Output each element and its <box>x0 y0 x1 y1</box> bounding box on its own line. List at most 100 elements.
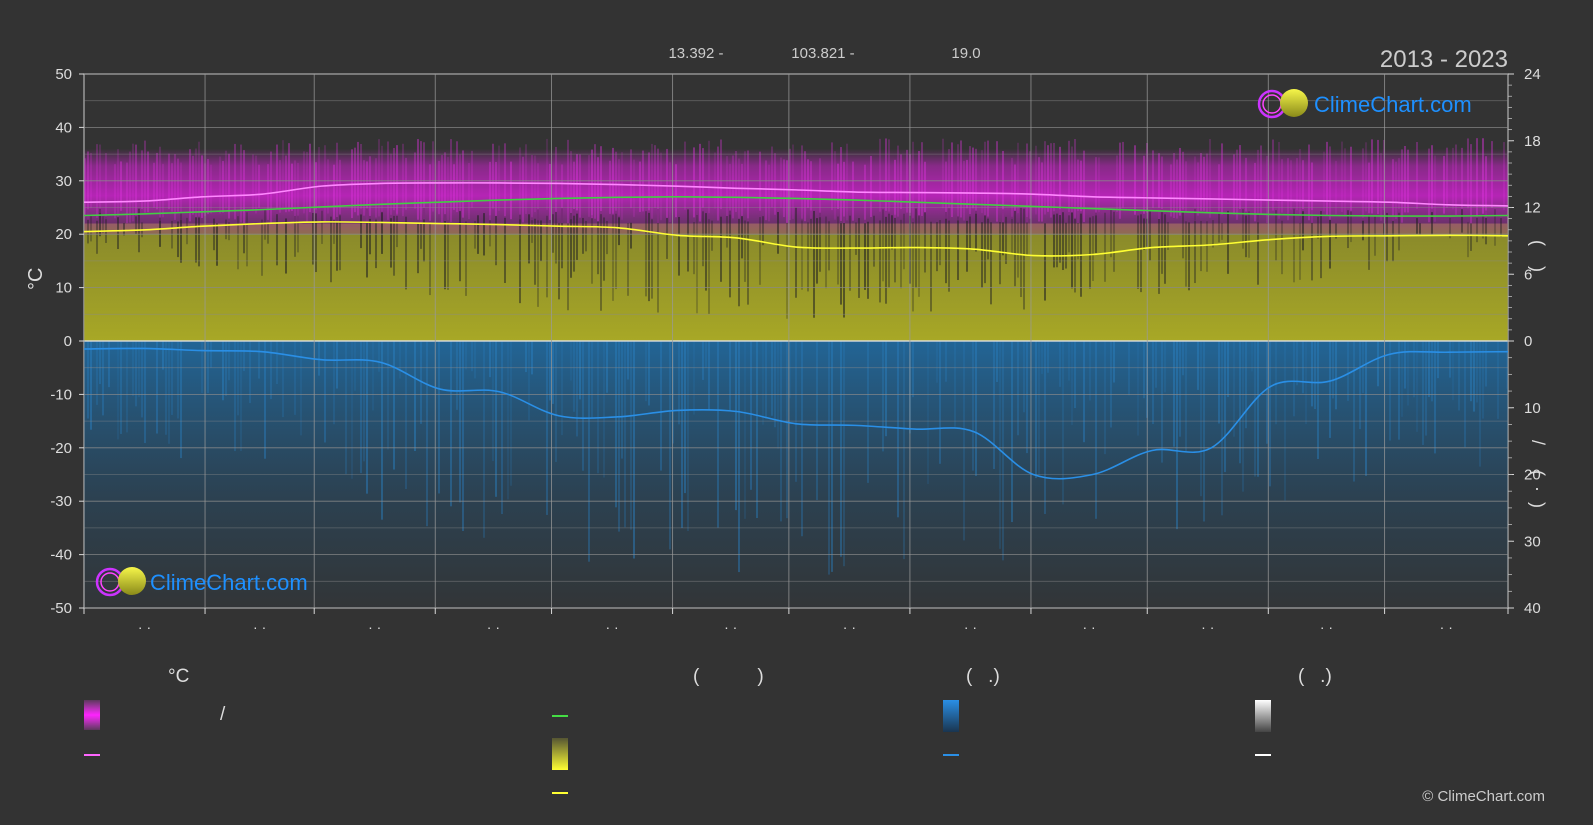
temp-texture-stripe <box>1002 150 1004 223</box>
temp-texture-stripe <box>1245 157 1247 216</box>
sun-texture-stripe <box>1002 209 1004 256</box>
logo-sun-icon <box>118 567 146 595</box>
sun-texture-stripe <box>216 223 218 266</box>
sun-texture-stripe <box>276 209 278 266</box>
month-label: · · <box>724 619 737 635</box>
sun-texture-stripe <box>294 216 296 257</box>
rain-texture-stripe <box>1152 341 1154 425</box>
sun-texture-stripe <box>1482 213 1484 239</box>
temp-texture-stripe <box>1491 141 1493 208</box>
temp-texture-stripe <box>600 146 602 211</box>
temp-texture-stripe <box>525 144 527 215</box>
logo-bottom: ClimeChart.com <box>95 567 308 597</box>
sun-texture-stripe <box>1311 210 1313 281</box>
rain-texture-stripe <box>465 341 467 370</box>
sun-texture-stripe <box>813 210 815 318</box>
rain-texture-stripe <box>1128 341 1130 396</box>
rain-texture-stripe <box>1428 341 1430 397</box>
temp-texture-stripe <box>633 159 635 217</box>
rain-texture-stripe <box>378 341 380 372</box>
temp-texture-stripe <box>561 164 563 224</box>
temp-texture-stripe <box>801 145 803 219</box>
sun-texture-stripe <box>1065 222 1067 269</box>
temp-texture-stripe <box>453 164 455 210</box>
rain-texture-stripe <box>363 341 365 462</box>
temp-texture-stripe <box>1038 157 1040 222</box>
sun-texture-stripe <box>1167 222 1169 250</box>
temp-texture-stripe <box>768 164 770 222</box>
rain-texture-stripe <box>1002 341 1004 561</box>
rain-texture-stripe <box>756 341 758 519</box>
rain-texture-stripe <box>1011 341 1013 523</box>
sun-texture-stripe <box>1092 216 1094 281</box>
temp-texture-stripe <box>765 160 767 221</box>
sun-texture-stripe <box>261 219 263 276</box>
sun-texture-stripe <box>1392 215 1394 262</box>
rain-texture-stripe <box>939 341 941 464</box>
sun-texture-stripe <box>867 221 869 299</box>
rain-texture-stripe <box>405 341 407 489</box>
rain-texture-stripe <box>1485 341 1487 387</box>
sun-texture-stripe <box>1089 217 1091 289</box>
rain-texture-stripe <box>282 341 284 418</box>
sun-texture-stripe <box>999 222 1001 285</box>
rain-texture-stripe <box>1224 341 1226 473</box>
rain-texture-stripe <box>1266 341 1268 444</box>
temp-texture-stripe <box>369 156 371 219</box>
sun-texture-stripe <box>1113 211 1115 272</box>
temp-texture-stripe <box>117 149 119 217</box>
temp-texture-stripe <box>1476 138 1478 218</box>
rain-texture-stripe <box>1254 341 1256 477</box>
temp-texture-stripe <box>951 142 953 218</box>
temp-texture-stripe <box>1074 139 1076 220</box>
temp-texture-stripe <box>198 141 200 217</box>
rain-texture-stripe <box>1026 341 1028 454</box>
sun-texture-stripe <box>537 209 539 307</box>
rain-texture-stripe <box>156 341 158 434</box>
rain-texture-stripe <box>276 341 278 385</box>
sun-texture-stripe <box>1014 210 1016 287</box>
sun-texture-stripe <box>702 211 704 267</box>
temp-texture-stripe <box>297 162 299 221</box>
rain-texture-stripe <box>1182 341 1184 376</box>
temp-texture-stripe <box>294 160 296 222</box>
rain-texture-stripe <box>843 341 845 567</box>
temp-texture-stripe <box>1182 151 1184 213</box>
temp-texture-stripe <box>786 160 788 224</box>
legend-swatch-snow-line <box>1255 754 1271 756</box>
temp-texture-stripe <box>429 164 431 221</box>
copyright: © ClimeChart.com <box>1422 788 1545 805</box>
temp-texture-stripe <box>168 153 170 210</box>
rain-texture-stripe <box>207 341 209 393</box>
temp-texture-stripe <box>789 148 791 221</box>
rain-texture-stripe <box>240 341 242 452</box>
rain-texture-stripe <box>1437 341 1439 379</box>
temp-texture-stripe <box>1266 155 1268 224</box>
temp-texture-stripe <box>1206 153 1208 214</box>
sun-texture-stripe <box>561 208 563 269</box>
rain-texture-stripe <box>1203 341 1205 522</box>
temp-texture-stripe <box>234 143 236 220</box>
rain-texture-stripe <box>681 341 683 528</box>
temp-texture-stripe <box>1095 157 1097 216</box>
rain-texture-stripe <box>1449 341 1451 378</box>
temp-texture-stripe <box>960 140 962 218</box>
rain-texture-stripe <box>648 341 650 406</box>
temp-texture-stripe <box>957 144 959 221</box>
temp-texture-stripe <box>279 160 281 213</box>
rain-texture-stripe <box>360 341 362 474</box>
temp-texture-stripe <box>1341 141 1343 213</box>
rain-texture-stripe <box>168 341 170 444</box>
temp-texture-stripe <box>729 163 731 215</box>
sun-texture-stripe <box>336 217 338 271</box>
rain-texture-stripe <box>336 341 338 389</box>
rain-texture-stripe <box>1104 341 1106 455</box>
temp-texture-stripe <box>819 158 821 218</box>
sun-texture-stripe <box>1023 208 1025 310</box>
rain-texture-stripe <box>801 341 803 537</box>
legend-head-rain: ( .) <box>966 666 1000 687</box>
sun-texture-stripe <box>267 223 269 244</box>
temp-texture-stripe <box>630 149 632 209</box>
temp-texture-stripe <box>417 139 419 220</box>
temp-texture-stripe <box>831 142 833 211</box>
